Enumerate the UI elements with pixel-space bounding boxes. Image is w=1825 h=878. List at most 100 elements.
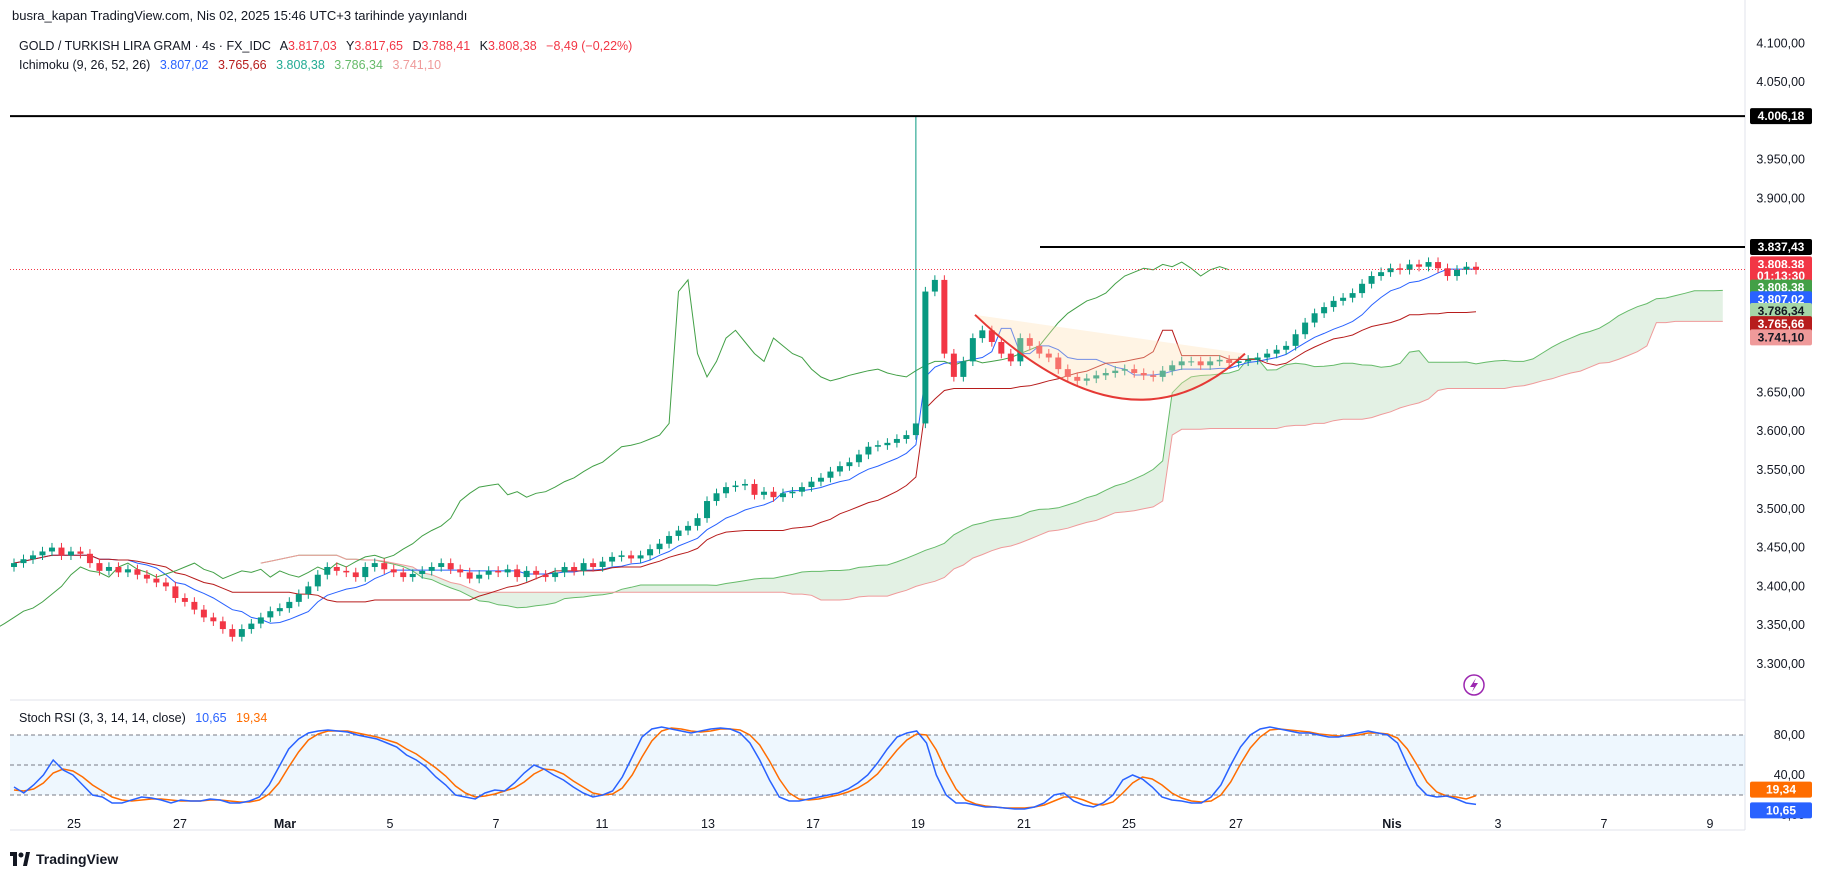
candle-body	[609, 556, 616, 562]
candle	[162, 577, 169, 592]
candle	[409, 569, 416, 582]
osc-tick-label: 40,00	[1774, 768, 1805, 782]
osc-tick-label: 80,00	[1774, 728, 1805, 742]
candle-body	[846, 462, 853, 467]
symbol-legend[interactable]: GOLD / TURKISH LIRA GRAM · 4s · FX_IDC A…	[19, 39, 638, 53]
candle-body	[485, 570, 492, 575]
time-axis[interactable]: 25 27 Mar 5 7 11 13 17 19 21 25 27 Nis 3 7 9	[67, 817, 1713, 831]
candle-body	[86, 553, 93, 564]
candle-body	[1254, 357, 1261, 360]
ichimoku-legend[interactable]: Ichimoku (9, 26, 52, 26) 3.807,02 3.765,…	[19, 58, 447, 72]
candle	[200, 605, 207, 623]
candle-body	[172, 586, 179, 599]
candle-body	[988, 330, 995, 342]
candle-body	[1140, 373, 1147, 376]
candle-body	[903, 435, 910, 439]
candle-body	[419, 570, 426, 574]
candle-body	[922, 291, 929, 424]
candle-body	[1302, 322, 1309, 335]
stoch-label[interactable]: Stoch RSI (3, 3, 14, 14, close)	[19, 711, 186, 725]
kumo-fill	[260, 290, 1723, 608]
candle	[742, 479, 748, 491]
candle-body	[827, 471, 834, 478]
price-tick-label: 3.550,00	[1756, 463, 1805, 477]
stoch-d-value: 19,34	[236, 711, 268, 725]
candle	[533, 566, 540, 580]
ichimoku-label[interactable]: Ichimoku (9, 26, 52, 26)	[19, 58, 151, 72]
candle-body	[1121, 369, 1128, 371]
price-badge-bg	[1750, 238, 1812, 255]
candle	[628, 550, 635, 564]
drawings-layer[interactable]	[10, 115, 1745, 696]
publish-info: busra_kapan TradingView.com, Nis 02, 202…	[12, 8, 468, 23]
candle	[912, 116, 919, 440]
open-number: 3.817,03	[288, 39, 337, 53]
candle	[884, 438, 891, 450]
candle-body	[1273, 349, 1280, 354]
ichimoku-span-b-value: 3.741,10	[392, 58, 442, 72]
candle-body	[39, 551, 46, 556]
candle	[1340, 293, 1347, 306]
osc-badge-bg	[1750, 802, 1812, 819]
candle	[362, 562, 369, 582]
candle-body	[770, 491, 777, 498]
candle	[504, 564, 511, 578]
candle-body	[428, 566, 435, 571]
time-tick-label: 5	[387, 817, 394, 831]
candle	[590, 558, 597, 572]
footer-brand[interactable]: TradingView	[10, 851, 118, 867]
candle	[1045, 348, 1052, 363]
candle	[1112, 366, 1119, 378]
candle-body	[931, 279, 938, 292]
symbol-name[interactable]: GOLD / TURKISH LIRA GRAM · 4s · FX_IDC	[19, 39, 271, 53]
price-tick-label: 3.350,00	[1756, 618, 1805, 632]
candle	[457, 564, 464, 578]
price-tick-label: 3.900,00	[1756, 191, 1805, 205]
candle-body	[1473, 266, 1479, 270]
candle	[817, 473, 824, 487]
stoch-legend[interactable]: Stoch RSI (3, 3, 14, 14, close) 10,65 19…	[19, 711, 273, 725]
candle	[1064, 364, 1071, 382]
candle	[1254, 352, 1261, 365]
candle	[685, 521, 692, 536]
candle-body	[1102, 373, 1109, 376]
candle	[798, 482, 805, 497]
candle	[1188, 356, 1195, 367]
lightning-icon	[1463, 674, 1485, 696]
candle-body	[314, 574, 321, 587]
candle-body	[836, 466, 843, 472]
candle-body	[229, 629, 236, 637]
candle-body	[580, 563, 587, 571]
candle	[447, 558, 454, 574]
candle-body	[723, 487, 730, 494]
candle-body	[1159, 370, 1166, 377]
candle-body	[808, 481, 815, 488]
candle	[1349, 288, 1356, 303]
candle	[599, 556, 606, 572]
osc-badge-label: 19,34	[1766, 783, 1796, 797]
price-tick-label: 3.450,00	[1756, 541, 1805, 555]
time-tick-label: 19	[911, 817, 925, 831]
high-label: Y	[345, 39, 355, 53]
osc-badge-label: 10,65	[1766, 803, 1796, 817]
price-badge: 4.006,18	[1750, 108, 1812, 125]
candle-body	[1245, 359, 1252, 362]
candle	[514, 564, 521, 582]
candle-body	[893, 438, 900, 443]
candle	[855, 449, 862, 467]
candle	[1368, 271, 1375, 289]
price-badge-label: 3.786,34	[1758, 304, 1805, 318]
candle-body	[751, 483, 758, 495]
lagging-span	[0, 261, 1230, 627]
candle-body	[124, 569, 131, 573]
candle	[124, 564, 131, 578]
candle-body	[1112, 370, 1119, 374]
candle	[1359, 279, 1366, 298]
candle	[485, 566, 492, 580]
candle-body	[960, 361, 967, 377]
time-tick-label: 27	[173, 817, 187, 831]
osc-badge-bg	[1750, 781, 1812, 798]
price-axis[interactable]: 4.100,00 4.050,00 3.950,00 3.900,00 3.650,00…	[1750, 36, 1812, 822]
time-tick-label: 11	[596, 817, 609, 831]
